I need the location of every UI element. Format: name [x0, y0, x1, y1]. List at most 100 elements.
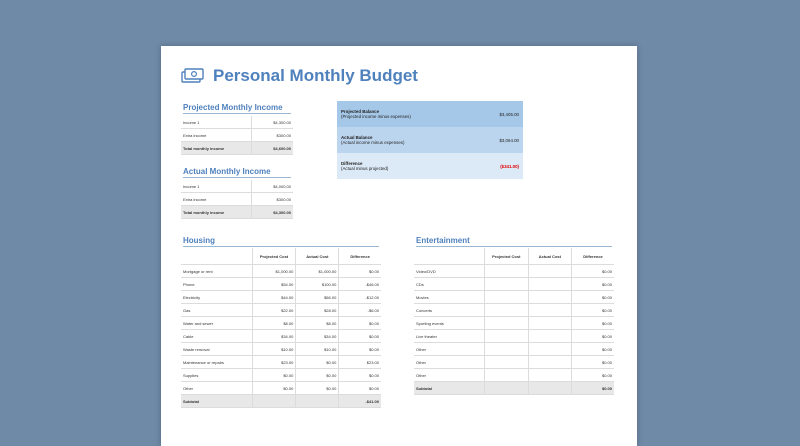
cost-cell[interactable]: $0.00 — [570, 329, 614, 343]
expense-label: Other — [414, 355, 485, 369]
expense-label: CDs — [414, 277, 485, 291]
budget-page: Personal Monthly Budget Projected Monthl… — [161, 46, 637, 446]
cost-cell[interactable]: $0.00 — [570, 342, 614, 356]
cost-cell[interactable]: $0.00 — [295, 368, 339, 382]
cost-cell[interactable]: $28.00 — [295, 303, 339, 317]
difference-value: ($341.00) — [500, 163, 519, 169]
total-label: Total monthly income — [181, 205, 252, 219]
cost-cell[interactable] — [483, 290, 529, 304]
cost-cell[interactable]: $100.00 — [295, 277, 339, 291]
table-row: Maintenance or repairs $23.00 $0.00 $23.00 — [181, 355, 381, 369]
expense-label: Other — [414, 368, 485, 382]
cost-cell[interactable] — [483, 355, 529, 369]
cost-cell[interactable] — [483, 329, 529, 343]
cost-cell[interactable]: $22.00 — [251, 303, 296, 317]
cost-cell[interactable] — [483, 342, 529, 356]
cost-cell[interactable] — [483, 264, 529, 278]
cost-cell[interactable]: $0.00 — [338, 381, 381, 395]
expense-label: Maintenance or repairs — [181, 355, 253, 369]
income-value[interactable]: $300.00 — [251, 128, 293, 142]
cost-cell[interactable]: $0.00 — [570, 290, 614, 304]
column-header: Projected Cost — [251, 248, 296, 265]
cost-cell[interactable]: $0.00 — [338, 329, 381, 343]
table-row: Phone $54.00 $100.00 -$46.00 — [181, 277, 381, 291]
difference-label: Difference (Actual minus projected) — [341, 161, 389, 171]
cost-cell[interactable]: $44.00 — [251, 290, 296, 304]
cost-cell[interactable] — [527, 290, 572, 304]
projected-income-title: Projected Monthly Income — [183, 103, 291, 114]
table-row: Gas $22.00 $28.00 -$6.00 — [181, 303, 381, 317]
expense-label: Mortgage or rent — [181, 264, 253, 278]
cost-cell[interactable]: $54.00 — [251, 277, 296, 291]
cost-cell[interactable]: $0.00 — [295, 381, 339, 395]
cost-cell[interactable]: $0.00 — [570, 277, 614, 291]
cost-cell[interactable]: $23.00 — [338, 355, 381, 369]
cost-cell[interactable] — [527, 329, 572, 343]
cost-cell[interactable]: $34.00 — [295, 329, 339, 343]
money-icon — [181, 68, 204, 83]
actual-income-table: Income 1 $4,000.00 Extra income $300.00 … — [181, 180, 293, 219]
cost-cell[interactable]: -$12.00 — [338, 290, 381, 304]
housing-title: Housing — [183, 236, 379, 247]
cost-cell[interactable]: $0.00 — [570, 264, 614, 278]
income-value[interactable]: $4,000.00 — [251, 180, 293, 193]
cost-cell[interactable]: $56.00 — [295, 290, 339, 304]
cost-cell[interactable]: -$46.00 — [338, 277, 381, 291]
expense-label: Concerts — [414, 303, 485, 317]
subtotal-cell: $0.00 — [570, 381, 614, 395]
subtotal-label: Subtotal — [414, 381, 485, 395]
table-row: Extra income $300.00 — [181, 128, 293, 142]
table-row: Mortgage or rent $1,000.00 $1,000.00 $0.00 — [181, 264, 381, 278]
cost-cell[interactable]: $0.00 — [338, 264, 381, 278]
cost-cell[interactable]: $1,000.00 — [251, 264, 296, 278]
cost-cell[interactable] — [527, 264, 572, 278]
cost-cell[interactable] — [527, 342, 572, 356]
cost-cell[interactable]: $8.00 — [251, 316, 296, 330]
entertainment-title: Entertainment — [416, 236, 612, 247]
column-header — [181, 248, 253, 265]
cost-cell[interactable]: $1,000.00 — [295, 264, 339, 278]
cost-cell[interactable]: $34.00 — [251, 329, 296, 343]
total-row: Total monthly income $4,300.00 — [181, 205, 293, 219]
cost-cell[interactable] — [527, 277, 572, 291]
income-value[interactable]: $300.00 — [251, 192, 293, 206]
subtotal-row: Subtotal -$41.00 — [181, 394, 381, 408]
cost-cell[interactable]: $0.00 — [570, 303, 614, 317]
table-row: Other $0.00 $0.00 $0.00 — [181, 381, 381, 395]
table-row: Cable $34.00 $34.00 $0.00 — [181, 329, 381, 343]
expense-label: Gas — [181, 303, 253, 317]
cost-cell[interactable] — [527, 316, 572, 330]
cost-cell[interactable]: $0.00 — [338, 342, 381, 356]
cost-cell[interactable]: $0.00 — [570, 368, 614, 382]
projected-balance-label: Projected Balance (Projected income minus… — [341, 109, 411, 119]
cost-cell[interactable]: $8.00 — [295, 316, 339, 330]
cost-cell[interactable]: $10.00 — [295, 342, 339, 356]
cost-cell[interactable] — [483, 277, 529, 291]
cost-cell[interactable]: $0.00 — [338, 368, 381, 382]
income-label: Income 1 — [181, 116, 252, 129]
income-label: Extra income — [181, 192, 252, 206]
cost-cell[interactable]: $0.00 — [251, 368, 296, 382]
cost-cell[interactable] — [527, 355, 572, 369]
cost-cell[interactable] — [527, 368, 572, 382]
cost-cell[interactable] — [527, 303, 572, 317]
cost-cell[interactable]: $0.00 — [570, 355, 614, 369]
cost-cell[interactable]: $10.00 — [251, 342, 296, 356]
cost-cell[interactable]: $23.00 — [251, 355, 296, 369]
column-header: Projected Cost — [483, 248, 529, 265]
cost-cell[interactable]: $0.00 — [338, 316, 381, 330]
cost-cell[interactable] — [483, 316, 529, 330]
table-row: Other $0.00 — [414, 355, 614, 369]
cost-cell[interactable]: $0.00 — [295, 355, 339, 369]
cost-cell[interactable]: $0.00 — [251, 381, 296, 395]
subtotal-cell: -$41.00 — [338, 394, 381, 408]
table-row: Income 1 $4,300.00 — [181, 116, 293, 129]
subtotal-label: Subtotal — [181, 394, 253, 408]
cost-cell[interactable]: $0.00 — [570, 316, 614, 330]
cost-cell[interactable]: -$6.00 — [338, 303, 381, 317]
total-value: $4,300.00 — [251, 205, 293, 219]
income-value[interactable]: $4,300.00 — [251, 116, 293, 129]
cost-cell[interactable] — [483, 303, 529, 317]
cost-cell[interactable] — [483, 368, 529, 382]
table-row: Live theater $0.00 — [414, 329, 614, 343]
